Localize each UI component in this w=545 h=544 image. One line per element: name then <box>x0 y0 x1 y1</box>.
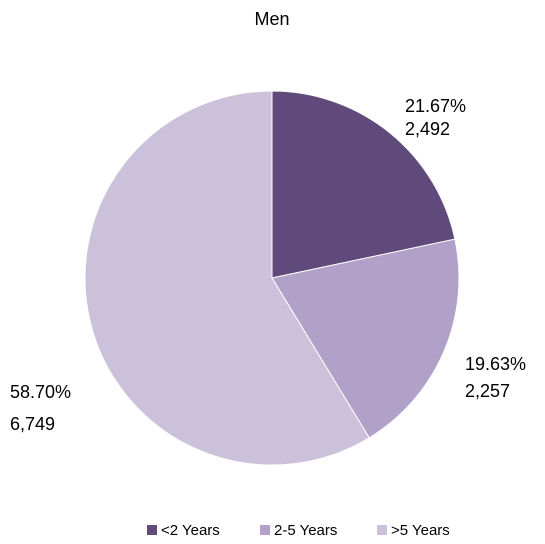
data-label: 58.70% <box>10 382 71 402</box>
legend-label: <2 Years <box>161 522 220 539</box>
legend-label: >5 Years <box>391 522 450 539</box>
legend-swatch <box>147 525 157 535</box>
data-label: 19.63% <box>465 354 526 374</box>
pie-slice <box>271 90 456 279</box>
chart-title: Men <box>254 9 289 29</box>
legend-label: 2-5 Years <box>274 522 337 539</box>
data-label: 6,749 <box>10 414 55 434</box>
pie-slice <box>271 238 460 439</box>
legend-swatch <box>260 525 270 535</box>
legend-swatch <box>377 525 387 535</box>
pie-slice <box>84 90 370 466</box>
data-label: 21.67% <box>405 96 466 116</box>
data-label: 2,257 <box>465 381 510 401</box>
data-label: 2,492 <box>405 119 450 139</box>
